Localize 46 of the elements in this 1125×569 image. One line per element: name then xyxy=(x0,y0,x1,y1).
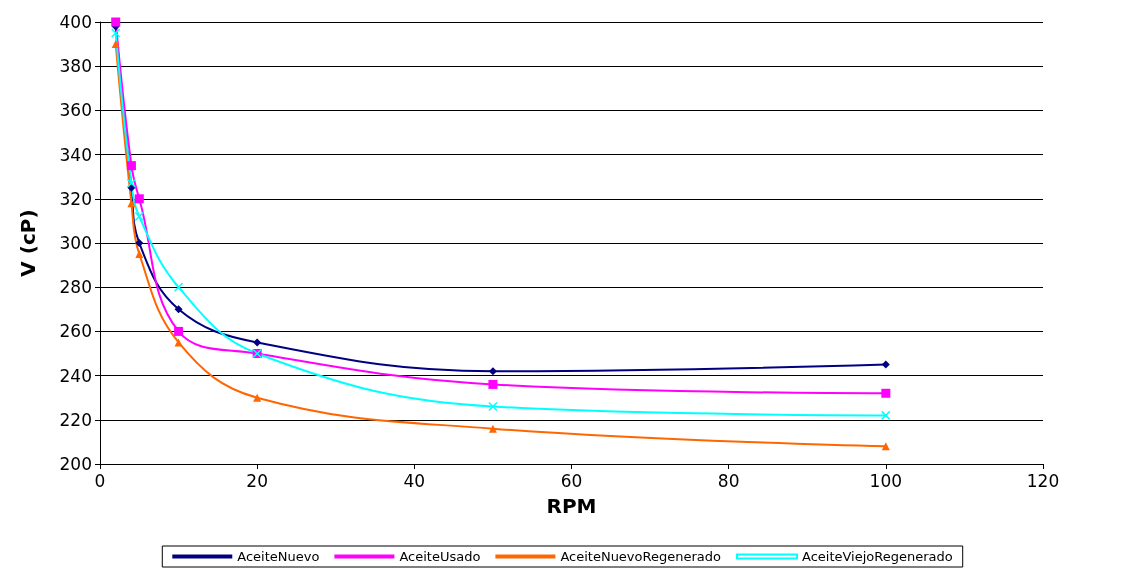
point xyxy=(174,326,184,336)
point xyxy=(253,393,262,402)
y-tick-label: 380 xyxy=(59,56,92,77)
point xyxy=(135,239,144,247)
point xyxy=(881,388,891,398)
legend-label: AceiteViejoRegenerado xyxy=(801,549,953,564)
point xyxy=(126,178,137,189)
point xyxy=(488,401,498,412)
y-tick-label: 300 xyxy=(59,233,92,253)
x-axis-title: RPM xyxy=(546,494,597,518)
y-tick-label: 260 xyxy=(59,321,92,342)
point xyxy=(488,424,497,433)
point xyxy=(881,410,891,421)
x-tick-label: 60 xyxy=(560,470,583,491)
legend-label: AceiteNuevo xyxy=(237,549,320,564)
legend-label: AceiteNuevoRegenerado xyxy=(560,549,722,564)
x-tick-label: 20 xyxy=(246,470,268,491)
point xyxy=(253,338,262,347)
x-tick-label: 100 xyxy=(869,470,903,491)
y-tick-label: 240 xyxy=(59,365,92,386)
point xyxy=(126,161,136,171)
x-tick-label: 80 xyxy=(717,470,740,491)
point xyxy=(134,211,145,222)
point xyxy=(110,28,121,38)
x-tick-label: 40 xyxy=(403,470,426,491)
point xyxy=(111,17,121,27)
point xyxy=(135,250,144,259)
point xyxy=(134,194,144,204)
x-tick-label: 0 xyxy=(94,470,106,491)
y-tick-label: 220 xyxy=(59,409,92,430)
point xyxy=(174,305,183,314)
y-axis-title: V (cP) xyxy=(16,209,40,277)
y-tick-label: 400 xyxy=(59,12,92,32)
point xyxy=(127,199,136,208)
legend-label: AceiteUsado xyxy=(399,549,481,564)
y-tick-label: 340 xyxy=(59,144,92,165)
y-tick-label: 320 xyxy=(59,188,92,209)
point xyxy=(488,367,497,376)
y-tick-label: 360 xyxy=(59,100,92,121)
point xyxy=(488,379,498,389)
y-tick-label: 280 xyxy=(59,277,92,298)
point xyxy=(173,282,184,292)
y-tick-label: 200 xyxy=(59,454,92,474)
point xyxy=(881,360,890,369)
x-tick-label: 120 xyxy=(1026,470,1060,491)
point xyxy=(127,183,136,192)
